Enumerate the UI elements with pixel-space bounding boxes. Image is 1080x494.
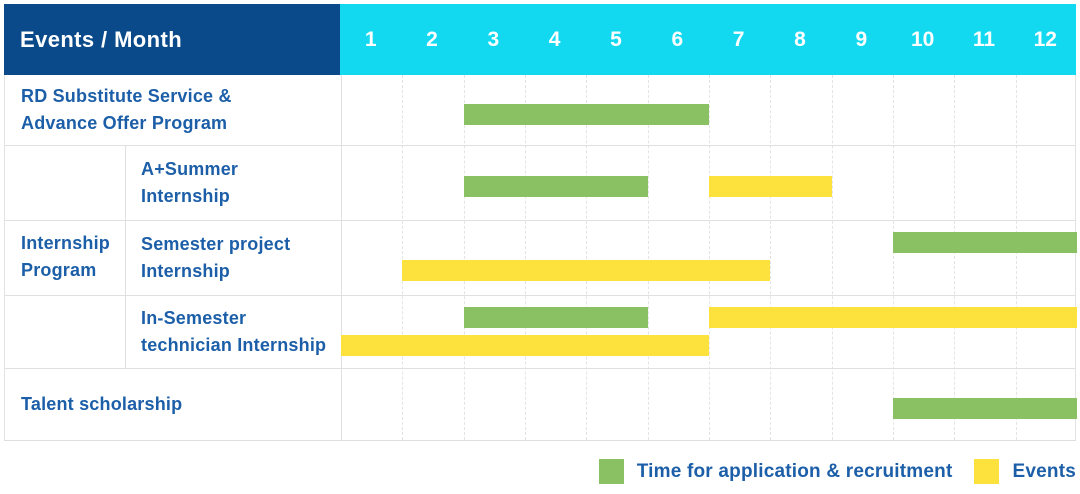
row-label-line: In-Semester	[141, 307, 247, 328]
month-label-6: 6	[671, 27, 684, 51]
gantt-bar-event	[709, 307, 1077, 328]
month-gridline	[893, 75, 894, 440]
month-label-2: 2	[426, 27, 438, 51]
legend-item-events: Events	[974, 459, 1076, 484]
month-gridline	[709, 75, 710, 440]
legend: Time for application & recruitment Event…	[598, 459, 1076, 484]
event-swatch	[974, 459, 1000, 484]
row-label-line: Internship	[141, 185, 231, 206]
row-label: Talent scholarship	[21, 368, 337, 441]
events-month-header: Events / Month	[4, 4, 340, 75]
gantt-body: Internship Program RD Substitute Service &…	[4, 75, 1077, 441]
month-gridline	[647, 75, 649, 440]
group-label-line: Internship	[21, 232, 111, 253]
legend-label-application: Time for application & recruitment	[636, 460, 953, 482]
month-label-8: 8	[794, 27, 806, 51]
row-label-line: Talent scholarship	[21, 394, 183, 414]
month-gridline	[463, 75, 465, 440]
month-label-7: 7	[732, 27, 745, 51]
month-label-3: 3	[487, 27, 500, 51]
events-month-header-label: Events / Month	[20, 26, 183, 52]
row-label-line: Internship	[141, 260, 231, 281]
row-label-line: Semester project	[141, 233, 291, 254]
row-label: RD Substitute Service & Advance Offer Pro…	[21, 75, 337, 145]
month-label-1: 1	[364, 27, 377, 51]
month-label-9: 9	[855, 27, 868, 51]
month-label-5: 5	[610, 27, 622, 51]
row-separator	[5, 220, 1075, 221]
label-column-separator	[341, 75, 342, 440]
month-header-row: 1 2 3 4 5 6 7 8 9 10 11 12	[340, 4, 1076, 75]
row-separator	[5, 368, 1075, 369]
gantt-bar-event	[341, 335, 709, 356]
row-label-line: A+Summer	[141, 158, 239, 179]
row-separator	[5, 145, 1075, 146]
row-label: Semester project Internship	[141, 220, 337, 295]
row-label: A+Summer Internship	[141, 145, 337, 220]
row-label: In-Semester technician Internship	[141, 295, 337, 368]
gantt-bar-application	[463, 104, 709, 125]
gantt-bar-application	[893, 232, 1077, 253]
row-label-line: RD Substitute Service &	[21, 86, 232, 106]
application-swatch	[598, 459, 624, 484]
group-label-line: Program	[21, 259, 97, 280]
month-gridline	[831, 75, 833, 440]
gantt-bar-application	[463, 307, 648, 328]
row-separator	[5, 295, 1075, 296]
legend-item-application: Time for application & recruitment	[598, 459, 953, 484]
month-gridline	[586, 75, 588, 440]
group-label-internship-program: Internship Program	[21, 145, 125, 368]
month-gridline	[1015, 75, 1017, 440]
month-gridline	[402, 75, 404, 440]
row-label-line: technician Internship	[141, 334, 327, 355]
month-label-10: 10	[910, 27, 935, 51]
month-label-11: 11	[972, 27, 996, 51]
gantt-bar-application	[463, 176, 648, 197]
month-gridline	[954, 75, 956, 440]
month-gridline	[525, 75, 526, 440]
group-column-separator	[125, 145, 126, 368]
row-label-line: Advance Offer Program	[21, 113, 228, 133]
gantt-bar-event	[709, 176, 832, 197]
month-gridline	[770, 75, 772, 440]
month-label-4: 4	[548, 27, 561, 51]
month-label-12: 12	[1033, 27, 1057, 51]
legend-label-events: Events	[1012, 460, 1076, 482]
gantt-bar-event	[402, 260, 771, 281]
gantt-bar-application	[893, 398, 1077, 419]
